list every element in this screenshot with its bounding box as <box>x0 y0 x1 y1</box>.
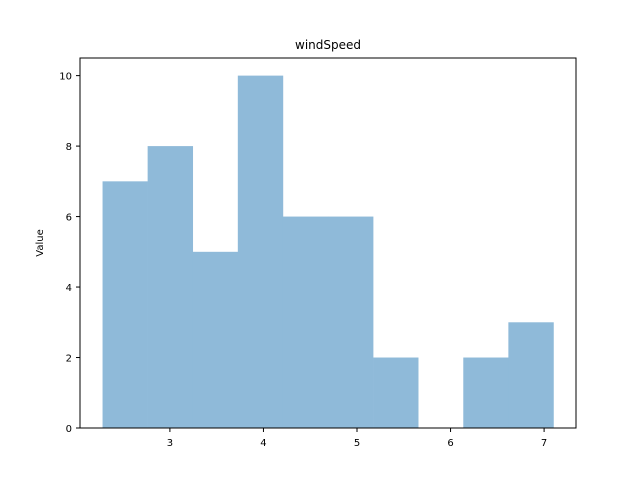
x-tick-label: 6 <box>447 438 453 449</box>
y-tick-label: 6 <box>66 213 72 224</box>
y-axis-label: Value <box>35 229 46 256</box>
y-tick-label: 4 <box>66 283 72 294</box>
plot-frame <box>79 57 577 429</box>
x-tick-label: 4 <box>260 438 266 449</box>
y-axis-ticks: 0 2 4 6 8 10 <box>59 72 80 435</box>
y-tick-label: 0 <box>66 424 72 435</box>
histogram-bar <box>192 251 239 428</box>
y-tick-label: 8 <box>66 142 72 153</box>
y-tick-label: 2 <box>66 354 72 365</box>
y-tick-label: 10 <box>59 72 72 83</box>
x-tick-label: 3 <box>167 438 173 449</box>
histogram-bar <box>102 181 148 428</box>
histogram-bar <box>282 216 329 428</box>
histogram-bar <box>147 146 194 428</box>
histogram-bar <box>508 322 554 428</box>
x-axis-ticks: 3 4 5 6 7 <box>167 428 547 449</box>
x-tick-label: 7 <box>541 438 547 449</box>
chart-title: windSpeed <box>295 38 361 52</box>
x-tick-label: 5 <box>354 438 360 449</box>
histogram-bar <box>328 216 374 428</box>
histogram-bar <box>237 75 284 428</box>
histogram-bar <box>463 357 509 428</box>
histogram-bar <box>373 357 419 428</box>
bars-group <box>102 75 554 428</box>
